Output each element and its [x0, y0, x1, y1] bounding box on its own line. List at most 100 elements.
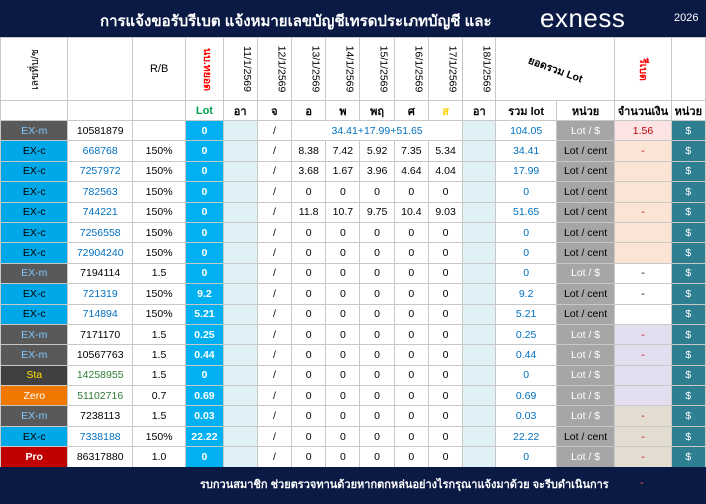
day-value-cell[interactable]: 0 — [291, 344, 327, 366]
day-value-cell[interactable]: 0 — [325, 364, 361, 387]
day-value-cell[interactable]: 0 — [325, 344, 361, 366]
day-value-cell[interactable]: 0 — [427, 323, 464, 346]
lot-total-cell[interactable]: 0 — [185, 201, 224, 223]
day-value-cell[interactable]: 0 — [359, 262, 395, 285]
day-cell-mon[interactable]: / — [256, 242, 293, 264]
day-cell-sun[interactable] — [222, 201, 258, 223]
day-value-cell[interactable]: 0 — [291, 181, 327, 203]
rebate-rate-cell[interactable]: 150% — [131, 160, 187, 183]
day-cell-mon[interactable]: / — [256, 385, 293, 407]
day-cell-sun[interactable] — [222, 181, 258, 203]
day-value-cell[interactable]: 0 — [427, 405, 464, 427]
day-value-cell[interactable]: 0 — [393, 221, 429, 244]
day-value-cell[interactable]: 0 — [427, 283, 464, 305]
day-cell-sun[interactable] — [222, 242, 258, 264]
account-number-cell[interactable]: 7194114 — [67, 262, 133, 285]
day-value-cell[interactable]: 0 — [291, 425, 327, 448]
day-value-cell[interactable]: 0 — [325, 303, 361, 325]
day-value-cell[interactable]: 9.03 — [427, 201, 464, 223]
day-value-cell[interactable]: 0 — [291, 283, 327, 305]
day-value-cell[interactable]: 0 — [359, 283, 395, 305]
day-cell-sun[interactable] — [222, 405, 258, 427]
day-cell-sun[interactable] — [222, 262, 258, 285]
day-value-cell[interactable]: 0 — [393, 242, 429, 264]
account-number-cell[interactable]: 7238113 — [67, 405, 133, 427]
day-cell-mon[interactable]: / — [256, 446, 293, 468]
lot-total-cell[interactable]: 0 — [185, 446, 224, 468]
day-cell-mon[interactable]: / — [256, 119, 293, 142]
day-cell-mon[interactable]: / — [256, 160, 293, 183]
day-cell-sun[interactable] — [222, 323, 258, 346]
day-cell-mon[interactable]: / — [256, 323, 293, 346]
day-value-cell[interactable]: 0 — [393, 303, 429, 325]
rebate-rate-cell[interactable]: 150% — [131, 181, 187, 203]
day-value-cell[interactable]: 0 — [359, 425, 395, 448]
day-value-cell[interactable]: 7.42 — [325, 140, 361, 162]
day-value-cell[interactable]: 0 — [291, 446, 327, 468]
day-value-cell[interactable]: 0 — [427, 344, 464, 366]
day-value-cell[interactable]: 0 — [427, 242, 464, 264]
day-value-cell[interactable]: 0 — [359, 323, 395, 346]
day-value-cell[interactable]: 5.34 — [427, 140, 464, 162]
rebate-rate-cell[interactable]: 1.5 — [131, 364, 187, 387]
lot-total-cell[interactable]: 0 — [185, 242, 224, 264]
day-value-cell[interactable]: 0 — [325, 283, 361, 305]
day-cell-sun2[interactable] — [462, 405, 497, 427]
lot-total-cell[interactable]: 0.25 — [185, 323, 224, 346]
day-cell-sun[interactable] — [222, 283, 258, 305]
formula-cell[interactable]: 34.41+17.99+51.65 — [291, 119, 464, 142]
day-cell-sun[interactable] — [222, 119, 258, 142]
day-value-cell[interactable]: 7.35 — [393, 140, 429, 162]
lot-total-cell[interactable]: 0 — [185, 364, 224, 387]
day-cell-sun2[interactable] — [462, 242, 497, 264]
day-cell-sun2[interactable] — [462, 303, 497, 325]
day-value-cell[interactable]: 0 — [393, 283, 429, 305]
lot-total-cell[interactable]: 0 — [185, 181, 224, 203]
day-cell-sun2[interactable] — [462, 446, 497, 468]
day-cell-sun2[interactable] — [462, 385, 497, 407]
day-value-cell[interactable]: 0 — [427, 385, 464, 407]
rebate-rate-cell[interactable]: 150% — [131, 242, 187, 264]
day-value-cell[interactable]: 0 — [393, 262, 429, 285]
day-value-cell[interactable]: 0 — [325, 425, 361, 448]
day-cell-mon[interactable]: / — [256, 181, 293, 203]
day-value-cell[interactable]: 0 — [325, 385, 361, 407]
day-value-cell[interactable]: 4.04 — [427, 160, 464, 183]
account-number-cell[interactable]: 51102716 — [67, 385, 133, 407]
day-cell-mon[interactable]: / — [256, 140, 293, 162]
lot-total-cell[interactable]: 0.69 — [185, 385, 224, 407]
day-value-cell[interactable]: 3.68 — [291, 160, 327, 183]
account-number-cell[interactable]: 86317880 — [67, 446, 133, 468]
day-value-cell[interactable]: 0 — [325, 242, 361, 264]
day-value-cell[interactable]: 0 — [359, 446, 395, 468]
day-cell-sun[interactable] — [222, 140, 258, 162]
day-value-cell[interactable]: 0 — [393, 425, 429, 448]
day-cell-sun2[interactable] — [462, 344, 497, 366]
rebate-rate-cell[interactable]: 1.5 — [131, 344, 187, 366]
account-number-cell[interactable]: 782563 — [67, 181, 133, 203]
day-cell-mon[interactable]: / — [256, 405, 293, 427]
account-number-cell[interactable]: 10581879 — [67, 119, 133, 142]
day-value-cell[interactable]: 0 — [291, 303, 327, 325]
day-value-cell[interactable]: 5.92 — [359, 140, 395, 162]
day-cell-mon[interactable]: / — [256, 364, 293, 387]
day-value-cell[interactable]: 0 — [325, 323, 361, 346]
account-number-cell[interactable]: 7256558 — [67, 221, 133, 244]
lot-total-cell[interactable]: 0 — [185, 160, 224, 183]
day-cell-sun2[interactable] — [462, 364, 497, 387]
rebate-rate-cell[interactable]: 0.7 — [131, 385, 187, 407]
day-value-cell[interactable]: 0 — [291, 262, 327, 285]
day-cell-mon[interactable]: / — [256, 344, 293, 366]
day-cell-sun2[interactable] — [462, 160, 497, 183]
day-cell-sun[interactable] — [222, 364, 258, 387]
rebate-rate-cell[interactable]: 150% — [131, 221, 187, 244]
day-value-cell[interactable]: 0 — [359, 405, 395, 427]
day-value-cell[interactable]: 0 — [427, 262, 464, 285]
rebate-rate-cell[interactable]: 150% — [131, 140, 187, 162]
day-value-cell[interactable]: 0 — [291, 385, 327, 407]
account-number-cell[interactable]: 714894 — [67, 303, 133, 325]
day-cell-sun[interactable] — [222, 221, 258, 244]
day-cell-sun2[interactable] — [462, 119, 497, 142]
day-cell-sun[interactable] — [222, 446, 258, 468]
day-cell-sun[interactable] — [222, 303, 258, 325]
